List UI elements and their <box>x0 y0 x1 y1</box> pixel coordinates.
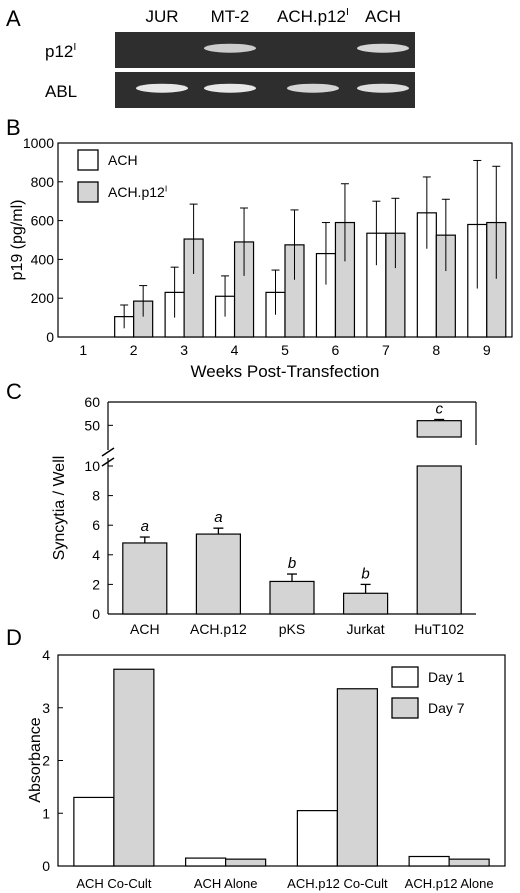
chart-b-xtick-label-5: 6 <box>332 342 340 358</box>
chart-c-bar-2 <box>269 580 315 615</box>
chart-d-ytick-label-4: 4 <box>42 647 50 663</box>
chart-c-annotation-2: b <box>288 555 296 572</box>
chart-c-break-upper <box>101 447 115 457</box>
chart-b-legend-swatch-1 <box>77 181 99 203</box>
chart-c-ytick-label-2: 4 <box>92 547 100 563</box>
chart-c-break-lower <box>101 457 115 467</box>
chart-c-ytick-label-0: 0 <box>92 606 100 622</box>
chart-d-legend-label-0: Day 1 <box>428 669 465 685</box>
chart-c-ytick-label-4: 8 <box>92 488 100 504</box>
chart-b-xtick-label-7: 8 <box>432 342 440 358</box>
gel-row-label-0: p12I <box>45 41 76 61</box>
chart-c-bar-3 <box>343 592 389 615</box>
gel-lane-label-1: MT-2 <box>211 7 250 26</box>
chart-d-ytick-label-0: 0 <box>42 858 50 874</box>
gel-band-0-3 <box>357 43 409 53</box>
chart-b: 0 200 400 600 800 1000 1 2 3 4 5 6 7 8 9 Weeks Post-Tra… <box>9 135 513 381</box>
gel-band-1-0 <box>136 83 188 93</box>
chart-d-bar-1-0 <box>113 668 155 867</box>
chart-b-xtick-label-6: 7 <box>382 342 390 358</box>
chart-b-ylabel: p19 (pg/ml) <box>9 200 26 281</box>
chart-d-xtick-label-0: ACH Co-Cult <box>76 876 152 891</box>
chart-b-ytick-label-3: 600 <box>31 213 55 229</box>
chart-d-legend-swatch-1 <box>391 697 419 719</box>
chart-c-bar-0 <box>122 542 168 615</box>
gel-lane-label-3: ACH <box>365 7 401 26</box>
chart-c-bar-4 <box>416 465 462 615</box>
chart-d: 0 1 2 3 4 ACH Co-Cult ACH Alone ACH.p12 Co-Cult… <box>27 647 506 891</box>
chart-b-ytick-label-5: 1000 <box>23 135 54 151</box>
chart-d-ytick-label-1: 1 <box>42 805 50 821</box>
chart-c-ytick-label-3: 6 <box>92 517 100 533</box>
chart-d-bar-1-3 <box>448 858 490 867</box>
chart-d-xtick-label-1: ACH Alone <box>194 876 258 891</box>
chart-b-legend-label-1: ACH.p12I <box>108 183 167 200</box>
gel-band-0-1 <box>204 43 256 53</box>
chart-b-ytick-label-2: 400 <box>31 251 55 267</box>
chart-c-xtick-label-1: ACH.p12 <box>190 621 247 637</box>
panel-label-d: D <box>6 625 22 650</box>
chart-b-legend-swatch-0 <box>77 149 99 171</box>
chart-d-bar-0-1 <box>185 857 227 867</box>
gel-lane-label-2: ACH.p12I <box>277 6 349 26</box>
chart-c-ytick-upper-label-0: 50 <box>84 417 100 433</box>
gel-lane-labels: JUR MT-2 ACH.p12I ACH <box>145 6 400 26</box>
gel-blot <box>115 32 415 108</box>
chart-c: 0 2 4 6 8 10 50 60 ACH a ACH.p12 a pKS b Jurkat b HuT102… <box>51 394 477 637</box>
chart-c-ytick-label-5: 10 <box>84 458 100 474</box>
chart-b-legend-label-0: ACH <box>108 152 138 168</box>
chart-c-annotation-0: a <box>141 518 149 535</box>
chart-d-bar-0-0 <box>73 796 115 867</box>
gel-lane-label-0: JUR <box>145 7 178 26</box>
gel-band-1-1 <box>204 83 256 93</box>
chart-c-xtick-label-4: HuT102 <box>414 621 464 637</box>
chart-c-xtick-label-2: pKS <box>279 621 305 637</box>
panel-label-c: C <box>6 379 22 404</box>
chart-b-xtick-label-1: 2 <box>130 342 138 358</box>
chart-b-xtick-label-0: 1 <box>79 342 87 358</box>
chart-c-annotation-4: c <box>435 401 443 418</box>
chart-c-xtick-label-0: ACH <box>130 621 160 637</box>
chart-d-ylabel: Absorbance <box>27 717 44 802</box>
chart-d-bar-0-3 <box>408 855 450 867</box>
chart-b-xtick-label-4: 5 <box>281 342 289 358</box>
chart-d-bar-0-2 <box>296 810 338 867</box>
chart-c-ylabel: Syncytia / Well <box>51 456 68 561</box>
chart-b-ytick-label-1: 200 <box>31 290 55 306</box>
chart-d-bar-1-2 <box>336 688 378 867</box>
gel-band-1-3 <box>357 83 409 93</box>
gel-row-labels: p12I ABL <box>45 41 77 101</box>
chart-d-xtick-label-2: ACH.p12 Co-Cult <box>287 876 388 891</box>
chart-d-legend-swatch-0 <box>391 666 419 688</box>
chart-b-xtick-label-8: 9 <box>483 342 491 358</box>
chart-c-bar-1 <box>195 533 241 615</box>
chart-b-xtick-label-2: 3 <box>180 342 188 358</box>
chart-b-ytick-label-4: 800 <box>31 174 55 190</box>
chart-c-ytick-label-1: 2 <box>92 576 100 592</box>
panel-label-a: A <box>6 6 21 31</box>
chart-d-ytick-label-2: 2 <box>42 753 50 769</box>
chart-b-xlabel: Weeks Post-Transfection <box>191 362 380 381</box>
chart-c-annotation-3: b <box>361 565 369 582</box>
chart-d-ytick-label-3: 3 <box>42 700 50 716</box>
chart-c-xtick-label-3: Jurkat <box>347 621 385 637</box>
gel-row-label-1: ABL <box>45 82 77 101</box>
panel-label-b: B <box>6 115 21 140</box>
chart-d-xtick-label-3: ACH.p12 Alone <box>405 876 494 891</box>
chart-d-bar-1-1 <box>225 858 267 867</box>
chart-b-ytick-label-0: 0 <box>46 329 54 345</box>
chart-c-annotation-1: a <box>214 509 222 526</box>
chart-c-bar-upper-4 <box>416 420 462 438</box>
chart-b-xtick-label-3: 4 <box>231 342 239 358</box>
gel-band-1-2 <box>287 83 339 93</box>
chart-d-legend-label-1: Day 7 <box>428 700 465 716</box>
chart-c-ytick-upper-label-1: 60 <box>84 394 100 410</box>
